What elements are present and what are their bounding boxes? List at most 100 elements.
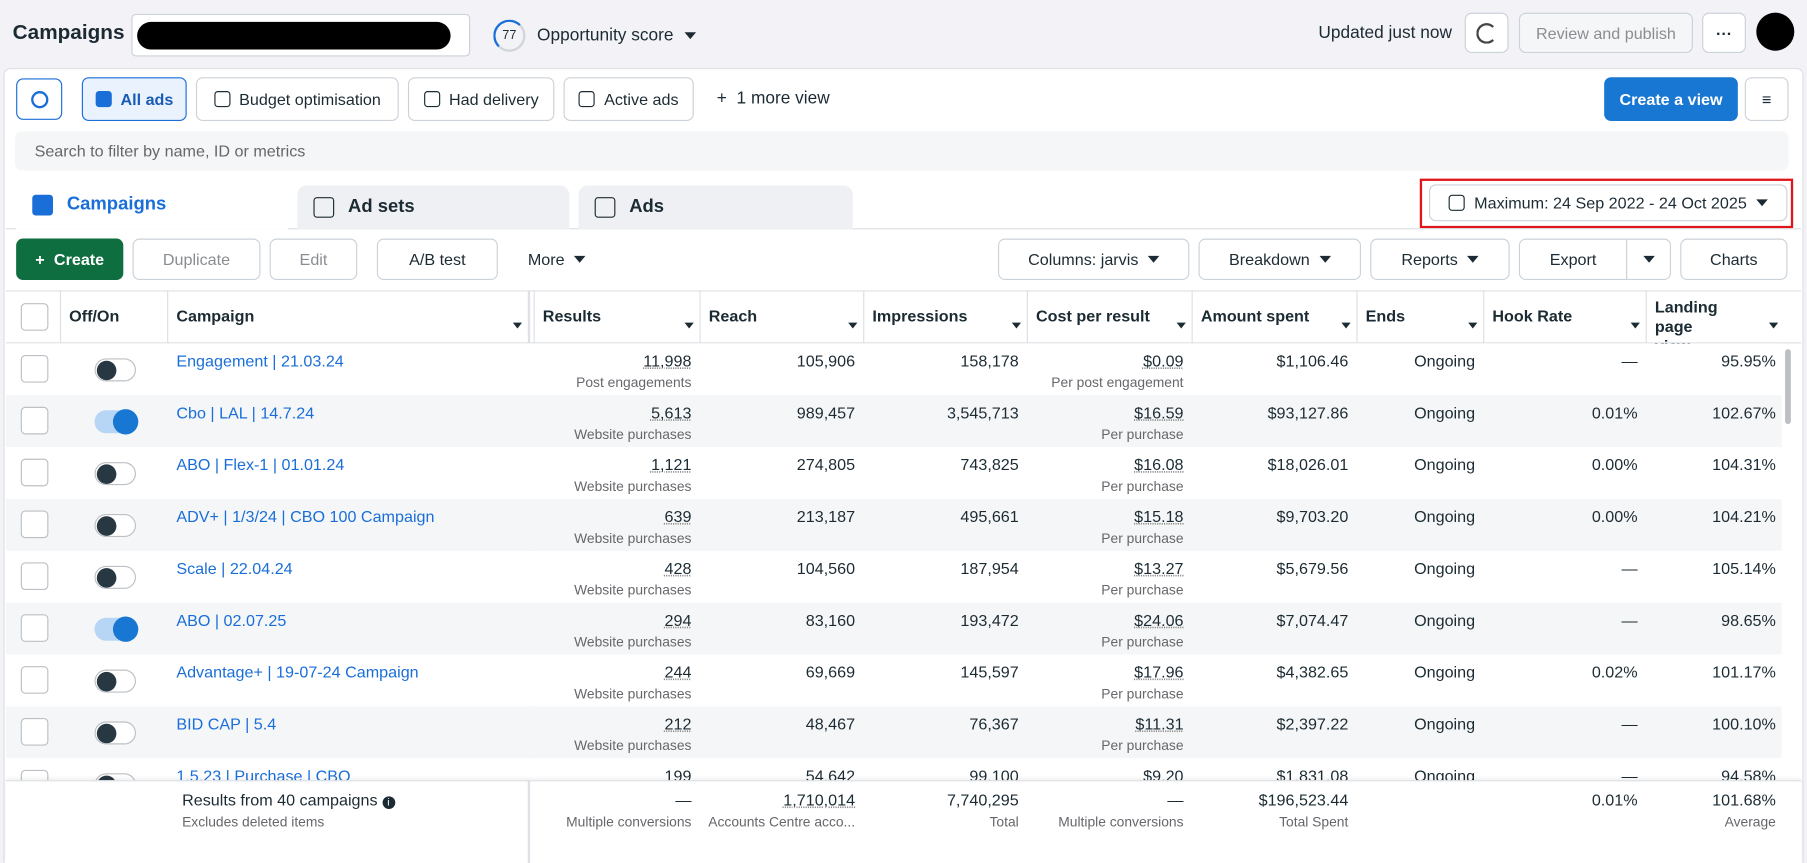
tab[interactable]: Campaigns [16,180,289,230]
checkbox[interactable] [20,303,49,331]
cell-campaign[interactable]: Scale | 22.04.24 [176,559,292,577]
toolbar-button[interactable]: More [507,238,607,281]
account-selector[interactable] [131,13,471,57]
cell-campaign[interactable]: Cbo | LAL | 14.7.24 [176,403,314,421]
checkbox[interactable] [20,562,49,591]
view-button[interactable]: Active ads [563,77,694,122]
footer-results: — [534,791,691,809]
sort-caret[interactable] [1630,313,1640,334]
profile-avatar[interactable] [1756,12,1795,51]
toggle[interactable] [94,409,139,435]
value: 104,560 [796,558,856,578]
export-dropdown[interactable] [1626,238,1672,281]
search-button[interactable] [16,78,63,120]
date-range: Maximum: 24 Sep 2022 - 24 Oct 2025 [1474,193,1747,213]
column-header[interactable]: Off/On [69,306,120,325]
column-header[interactable]: Amount spent [1200,306,1310,325]
search-input[interactable]: Search to filter by name, ID or metrics [14,131,1789,171]
sort-caret[interactable] [848,313,858,334]
sort-caret[interactable] [1176,313,1186,334]
toolbar-button[interactable]: Breakdown [1198,238,1362,281]
scrollbar[interactable] [1785,349,1791,425]
create-view-button[interactable]: Create a view [1604,77,1738,122]
cell-campaign[interactable]: Engagement | 21.03.24 [176,351,343,369]
checkbox[interactable] [20,614,49,642]
column-header[interactable]: Results [542,306,602,325]
review-publish-button[interactable]: Review and publish [1518,12,1693,54]
checkbox[interactable] [20,458,49,487]
toolbar-button[interactable]: Charts [1680,238,1788,281]
cell-ends: Ongoing [1356,559,1475,577]
value: — [1621,558,1638,578]
view-settings[interactable]: ≡ [1744,77,1789,122]
toggle[interactable] [94,565,136,589]
cell-sub: Website purchases [574,581,692,599]
toolbar-button[interactable]: Duplicate [132,238,261,281]
cell-ends: Ongoing [1356,351,1475,369]
toolbar-button[interactable]: A/B test [376,238,498,281]
toolbar-button[interactable]: Reports [1370,238,1510,281]
label: Columns: jarvis [1028,250,1139,269]
refresh-button[interactable] [1464,12,1509,54]
toggle[interactable] [94,721,136,745]
cell-results: 639 [534,507,692,525]
tab[interactable]: Ad sets [297,185,570,230]
column-header[interactable]: Impressions [872,306,968,325]
checkbox[interactable] [20,354,49,383]
column-header[interactable]: Ends [1365,306,1406,325]
footer-sub: Average [1724,813,1776,830]
cell-spent: $5,679.56 [1192,559,1349,577]
tab[interactable]: Ads [578,185,853,230]
sort-caret[interactable] [1768,313,1779,334]
value: Ongoing [1414,351,1476,370]
column-header[interactable]: Hook Rate [1492,306,1573,325]
view-button[interactable]: Budget optimisation [195,77,399,122]
more-view[interactable]: + 1 more view [716,88,830,109]
checkbox[interactable] [20,717,49,746]
score-dropdown[interactable]: Opportunity score [537,25,697,45]
footer-landing: 101.68% [1646,791,1776,809]
sort-caret[interactable] [1011,313,1022,334]
cell-campaign[interactable]: BID CAP | 5.4 [176,715,276,733]
value: 294 [664,610,692,630]
value: 0.02% [1591,662,1638,682]
toolbar-button[interactable]: + Create [16,238,124,281]
value: Advantage+ | 19-07-24 Campaign [176,662,419,682]
view-button[interactable]: All ads [81,77,187,122]
toggle[interactable] [94,616,139,642]
value: 639 [664,507,692,526]
cell-campaign[interactable]: Advantage+ | 19-07-24 Campaign [176,663,418,681]
sort-caret[interactable] [1468,313,1478,334]
cell-campaign[interactable]: ABO | 02.07.25 [176,611,286,629]
toolbar-button[interactable]: Edit [269,238,358,281]
cell-landing: 98.65% [1646,611,1776,629]
value: Engagement | 21.03.24 [176,351,344,370]
more-options-button[interactable]: ··· [1702,12,1746,54]
checkbox[interactable] [20,666,49,694]
column-header[interactable]: Cost per result [1036,306,1150,325]
checkbox[interactable] [20,406,49,435]
view-button[interactable]: Had delivery [407,77,555,122]
toggle[interactable] [94,669,136,693]
cell-campaign[interactable]: ABO | Flex-1 | 01.01.24 [176,455,344,473]
sort-caret[interactable] [684,313,694,334]
toolbar-button[interactable]: Export [1518,238,1628,281]
updated-status: Updated just now [1318,23,1452,43]
checkbox[interactable] [20,510,49,539]
date-range-picker[interactable]: Maximum: 24 Sep 2022 - 24 Oct 2025 [1429,184,1788,222]
footer-campaign-sub: Excludes deleted items [182,813,325,830]
toggle[interactable] [94,358,136,382]
value: 95.95% [1721,351,1776,370]
column-header[interactable]: Reach [708,306,758,325]
sort-caret[interactable] [1341,313,1351,334]
value: — [1621,610,1638,630]
toolbar-button[interactable]: Columns: jarvis [997,238,1190,281]
column-header[interactable]: Campaign [176,306,255,325]
sort-caret[interactable] [512,313,523,334]
cell-campaign[interactable]: ADV+ | 1/3/24 | CBO 100 Campaign [176,507,434,525]
toggle[interactable] [94,462,136,486]
cell-spent: $2,397.22 [1192,715,1349,733]
table-row [5,654,1782,707]
toggle[interactable] [94,513,136,538]
cell-hook: 0.02% [1483,662,1638,682]
